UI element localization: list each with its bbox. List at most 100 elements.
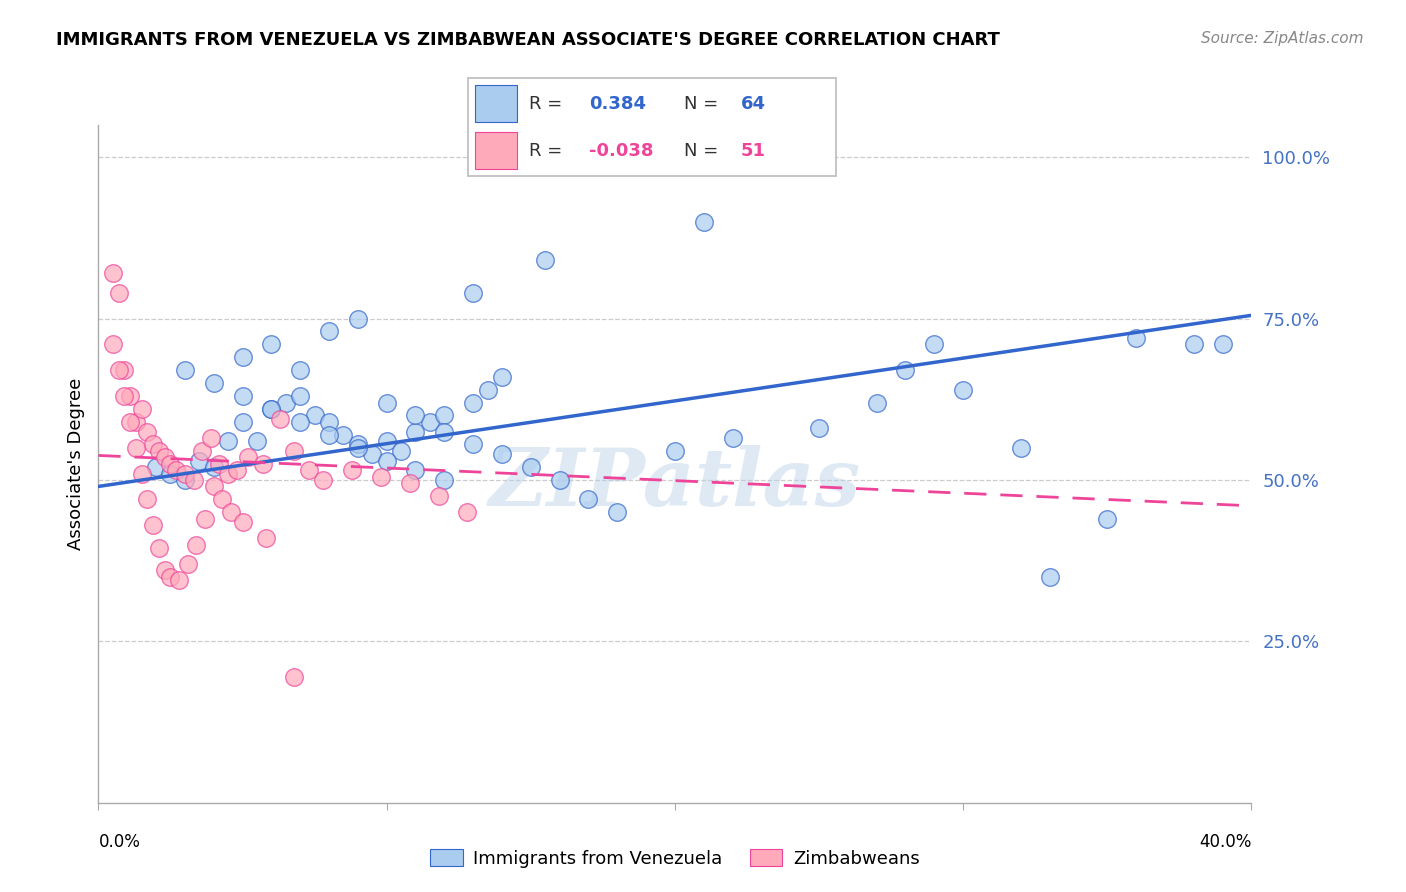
Point	[231, 389, 254, 403]
Point	[433, 409, 456, 423]
Point	[1182, 337, 1205, 351]
Point	[101, 266, 124, 280]
Point	[318, 415, 340, 429]
Point	[1010, 441, 1032, 455]
Point	[461, 395, 484, 409]
Point	[231, 515, 254, 529]
Point	[1097, 512, 1119, 526]
Point	[312, 473, 335, 487]
Point	[491, 369, 513, 384]
Point	[290, 415, 312, 429]
Point	[183, 473, 205, 487]
Point	[217, 434, 239, 449]
Point	[225, 463, 247, 477]
Point	[260, 401, 283, 416]
Point	[159, 467, 181, 481]
Text: 0.384: 0.384	[589, 95, 647, 112]
Point	[477, 383, 499, 397]
Point	[142, 437, 165, 451]
Point	[136, 492, 159, 507]
Point	[107, 363, 129, 377]
Point	[346, 441, 368, 455]
Point	[112, 389, 135, 403]
Point	[142, 518, 165, 533]
Point	[131, 467, 153, 481]
Point	[1125, 331, 1147, 345]
Point	[375, 453, 398, 467]
Point	[1038, 570, 1062, 584]
Point	[318, 427, 340, 442]
Point	[131, 401, 153, 416]
Point	[346, 311, 368, 326]
Point	[211, 492, 233, 507]
Point	[254, 531, 277, 545]
Point	[174, 467, 197, 481]
Point	[456, 505, 478, 519]
Point	[177, 557, 200, 571]
Point	[148, 444, 170, 458]
Text: R =: R =	[529, 95, 568, 112]
Point	[165, 463, 187, 477]
Point	[952, 383, 974, 397]
Point	[405, 409, 427, 423]
Text: -0.038: -0.038	[589, 142, 654, 160]
Bar	[475, 132, 517, 169]
Text: N =: N =	[685, 142, 724, 160]
Point	[361, 447, 384, 461]
Point	[145, 460, 167, 475]
Point	[461, 285, 484, 300]
Point	[159, 570, 181, 584]
Point	[606, 505, 628, 519]
Point	[548, 473, 571, 487]
Point	[318, 325, 340, 339]
Point	[1212, 337, 1234, 351]
Point	[894, 363, 917, 377]
Point	[405, 425, 427, 439]
Point	[332, 427, 354, 442]
Point	[231, 415, 254, 429]
Point	[194, 512, 217, 526]
Point	[304, 409, 326, 423]
Point	[578, 492, 600, 507]
Text: Source: ZipAtlas.com: Source: ZipAtlas.com	[1201, 31, 1364, 46]
Point	[188, 453, 211, 467]
Point	[125, 441, 148, 455]
Legend: Immigrants from Venezuela, Zimbabweans: Immigrants from Venezuela, Zimbabweans	[423, 842, 927, 875]
Point	[174, 363, 197, 377]
Point	[174, 473, 197, 487]
Point	[159, 457, 181, 471]
Bar	[475, 85, 517, 122]
Point	[491, 447, 513, 461]
Point	[340, 463, 363, 477]
Text: N =: N =	[685, 95, 724, 112]
Text: ZIPatlas: ZIPatlas	[489, 445, 860, 523]
Point	[136, 425, 159, 439]
Point	[238, 450, 260, 465]
Point	[200, 431, 222, 445]
Point	[693, 215, 716, 229]
Text: 0.0%: 0.0%	[98, 833, 141, 851]
Point	[520, 460, 543, 475]
Text: 51: 51	[741, 142, 766, 160]
Point	[153, 563, 176, 577]
Point	[283, 444, 305, 458]
Point	[260, 401, 283, 416]
Point	[433, 425, 456, 439]
Point	[290, 389, 312, 403]
Point	[419, 415, 441, 429]
Text: IMMIGRANTS FROM VENEZUELA VS ZIMBABWEAN ASSOCIATE'S DEGREE CORRELATION CHART: IMMIGRANTS FROM VENEZUELA VS ZIMBABWEAN …	[56, 31, 1000, 49]
Point	[721, 431, 744, 445]
Point	[202, 376, 225, 391]
Point	[269, 411, 291, 425]
Point	[922, 337, 945, 351]
Point	[534, 253, 557, 268]
Point	[290, 363, 312, 377]
Point	[125, 415, 148, 429]
Point	[375, 395, 398, 409]
Point	[202, 479, 225, 493]
Point	[219, 505, 242, 519]
Point	[389, 444, 412, 458]
Point	[191, 444, 214, 458]
Point	[274, 395, 297, 409]
Point	[807, 421, 830, 435]
